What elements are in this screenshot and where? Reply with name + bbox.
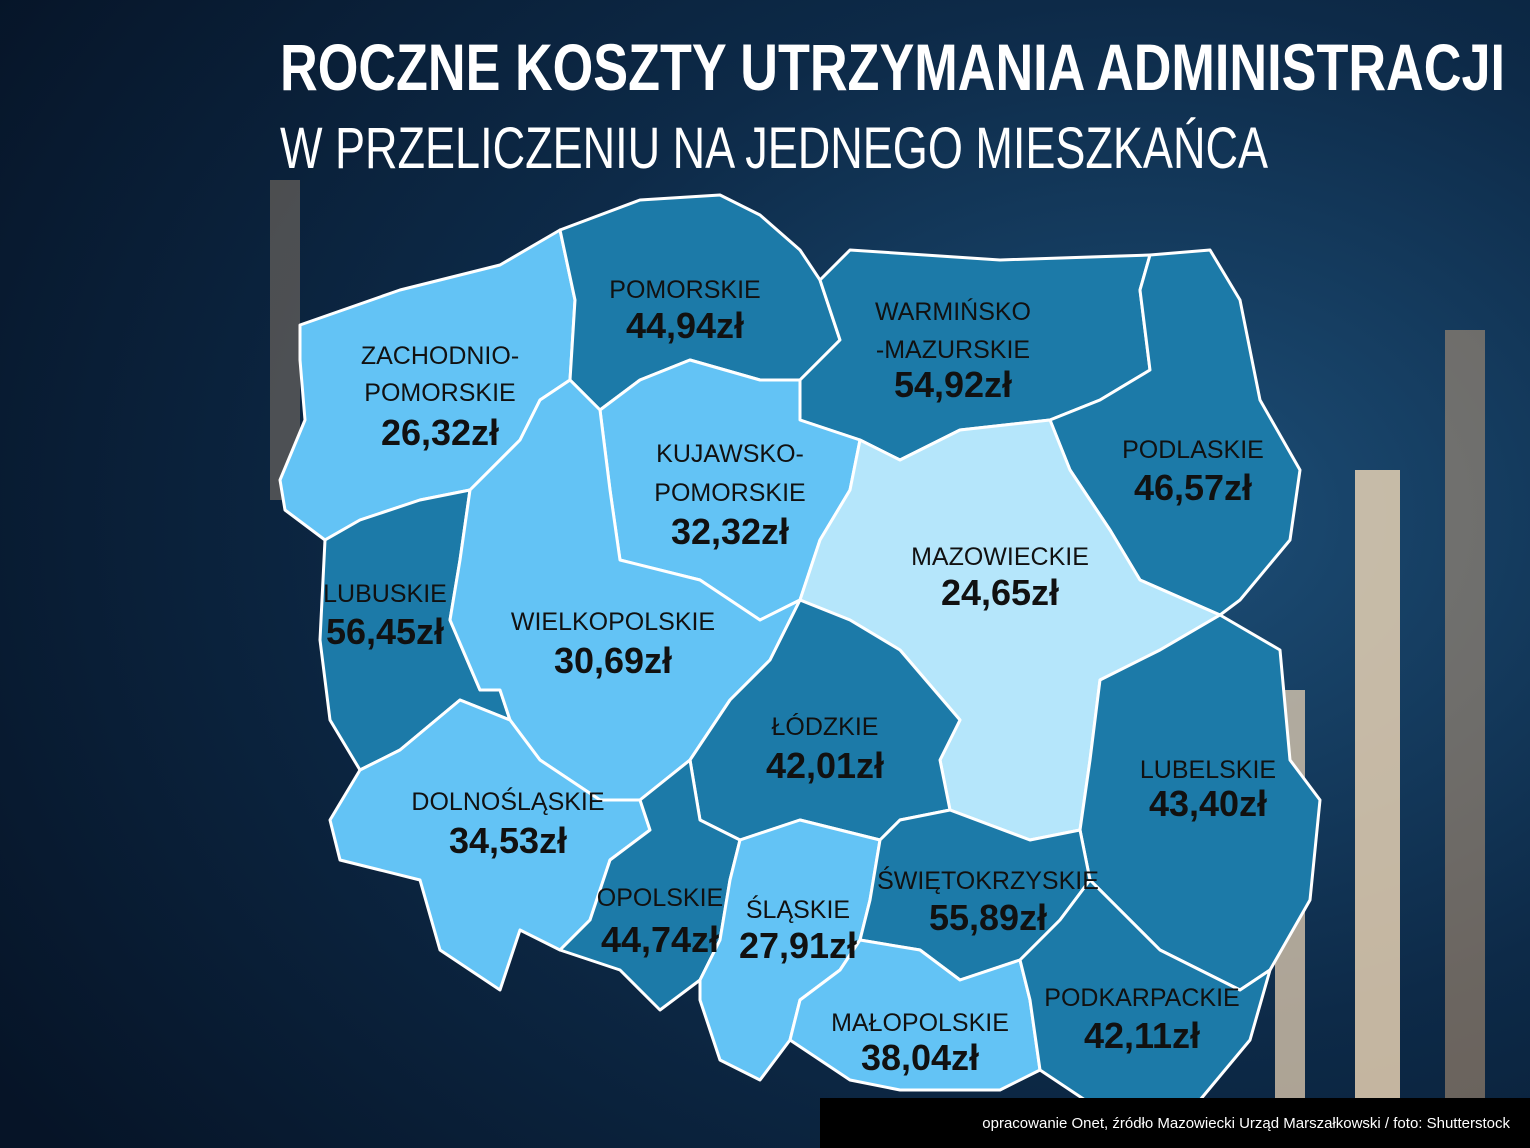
region-name: WARMIŃSKO [875, 297, 1031, 326]
source: opracowanie Onet, źródło Mazowiecki Urzą… [982, 1115, 1510, 1132]
region-value: 56,45zł [326, 611, 444, 652]
region-name: PODLASKIE [1122, 436, 1264, 464]
regions [278, 193, 1322, 1112]
region-value: 38,04zł [861, 1037, 979, 1078]
region [1018, 878, 1272, 1112]
region [788, 938, 1042, 1092]
region-name: LUBUSKIE [323, 580, 447, 608]
region-value: 54,92zł [894, 364, 1012, 405]
region-value: 24,65zł [941, 572, 1059, 613]
region-name: POMORSKIE [654, 479, 805, 507]
region-value: 34,53zł [449, 820, 567, 861]
source-box [820, 1098, 1530, 1148]
region-name: ŁÓDZKIE [772, 712, 879, 741]
region-name: ZACHODNIO- [361, 342, 519, 370]
region-name: LUBELSKIE [1140, 756, 1276, 784]
region-name: PODKARPACKIE [1044, 984, 1239, 1012]
region-name: ŚWIĘTOKRZYSKIE [877, 865, 1099, 895]
region-name: POMORSKIE [609, 276, 760, 304]
region-value: 55,89zł [929, 897, 1047, 938]
region-name: -MAZURSKIE [876, 336, 1030, 364]
region-value: 46,57zł [1134, 467, 1252, 508]
region-value: 27,91zł [739, 925, 857, 966]
region-value: 30,69zł [554, 640, 672, 681]
region-value: 44,74zł [601, 919, 719, 960]
background-bar [1445, 330, 1485, 1110]
region-name: MAŁOPOLSKIE [831, 1009, 1009, 1037]
region [558, 758, 742, 1012]
title: ROCZNE KOSZTY UTRZYMANIA ADMINISTRACJI [280, 30, 1505, 104]
region-value: 26,32zł [381, 412, 499, 453]
background-bar [1355, 470, 1400, 1110]
region-name: ŚLĄSKIE [746, 894, 850, 924]
region-value: 42,11zł [1084, 1015, 1200, 1056]
region-value: 32,32zł [671, 511, 789, 552]
subtitle: W PRZELICZENIU NA JEDNEGO MIESZKAŃCA [280, 116, 1268, 181]
region-name: MAZOWIECKIE [911, 543, 1089, 571]
region-value: 44,94zł [626, 305, 744, 346]
labels: ZACHODNIO-POMORSKIE26,32złPOMORSKIE44,94… [323, 276, 1276, 1078]
region-name: OPOLSKIE [597, 884, 723, 912]
region-name: DOLNOŚLĄSKIE [411, 786, 604, 816]
region-name: KUJAWSKO- [656, 440, 804, 468]
region-value: 43,40zł [1149, 783, 1267, 824]
region-name: POMORSKIE [364, 379, 515, 407]
region-value: 42,01zł [766, 745, 884, 786]
region-name: WIELKOPOLSKIE [511, 608, 715, 636]
